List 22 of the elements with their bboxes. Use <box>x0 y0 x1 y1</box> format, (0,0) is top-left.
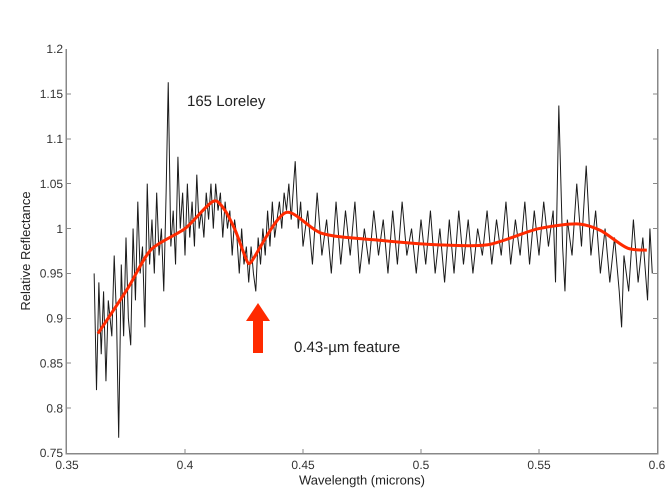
y-tick-label: 1.1 <box>46 132 64 146</box>
y-axis-title: Relative Reflectance <box>18 191 33 311</box>
x-tick-label: 0.55 <box>527 458 551 472</box>
x-tick-label: 0.4 <box>176 458 194 472</box>
annotation: 0.43-µm feature <box>294 339 400 356</box>
y-tick-label: 0.8 <box>46 401 64 416</box>
line-series <box>96 199 648 336</box>
x-tick-label: 0.6 <box>648 458 666 472</box>
line-series <box>94 82 653 438</box>
y-tick-label: 1.15 <box>40 87 64 102</box>
y-tick-label: 0.9 <box>46 312 64 326</box>
x-tick-label: 0.5 <box>412 458 430 472</box>
y-tick-label: 1 <box>56 222 64 236</box>
y-tick-label: 0.75 <box>40 446 64 460</box>
x-axis-title: Wavelength (microns) <box>299 472 425 488</box>
x-tick-label: 0.45 <box>291 458 315 472</box>
y-tick-label: 0.85 <box>40 356 64 370</box>
text: 165 Loreley <box>187 93 266 110</box>
y-tick-label: 1.05 <box>40 176 64 191</box>
y-tick-label: 1.2 <box>46 42 64 56</box>
x-tick-label: 0.35 <box>55 458 79 472</box>
y-tick-label: 0.95 <box>40 266 64 281</box>
